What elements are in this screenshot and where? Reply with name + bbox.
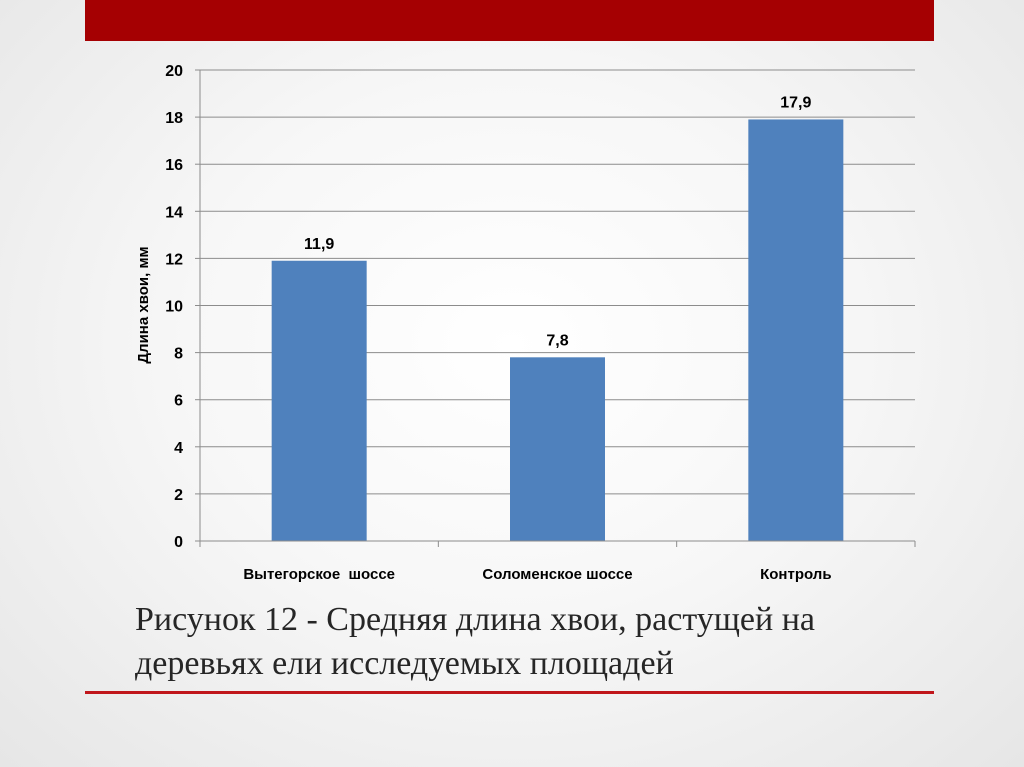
y-tick-label: 18	[165, 110, 183, 127]
y-axis-ticks: 0 2 4 6 8 10 12 14 16 18 20	[165, 63, 200, 551]
x-category-label: Соломенское шоссе	[482, 566, 632, 583]
bar	[510, 357, 605, 541]
bars	[271, 119, 844, 541]
x-category-label: Контроль	[760, 566, 831, 583]
bar	[748, 119, 844, 541]
y-tick-label: 2	[174, 487, 183, 504]
bar	[271, 260, 367, 541]
top-accent-band	[85, 0, 934, 41]
caption-line-2: деревьях ели исследуемых площадей	[135, 645, 674, 682]
y-tick-label: 10	[165, 299, 183, 316]
y-tick-label: 14	[165, 204, 183, 221]
data-label: 17,9	[780, 94, 811, 111]
bottom-divider	[85, 691, 934, 694]
data-label: 11,9	[304, 236, 334, 253]
y-tick-label: 4	[174, 440, 183, 457]
y-tick-label: 20	[165, 63, 183, 80]
y-axis-label: Длина хвои, мм	[135, 246, 152, 363]
bar-chart: 0 2 4 6 8 10 12 14 16 18 20 11,9 7,8 17,9 Вытегорско…	[135, 63, 916, 583]
data-label: 7,8	[546, 332, 568, 349]
x-axis-categories: Вытегорское шоссе Соломенское шоссе Контро…	[243, 566, 831, 583]
y-tick-label: 0	[174, 534, 183, 551]
figure-caption: Рисунок 12 - Средняя длина хвои, растуще…	[135, 598, 955, 686]
y-tick-label: 12	[165, 251, 183, 268]
y-tick-label: 6	[174, 393, 183, 410]
axes	[199, 70, 916, 547]
x-category-label: Вытегорское шоссе	[243, 566, 395, 583]
y-tick-label: 16	[165, 157, 183, 174]
y-tick-label: 8	[174, 346, 183, 363]
caption-line-1: Рисунок 12 - Средняя длина хвои, растуще…	[135, 601, 815, 638]
data-labels: 11,9 7,8 17,9	[304, 94, 811, 349]
